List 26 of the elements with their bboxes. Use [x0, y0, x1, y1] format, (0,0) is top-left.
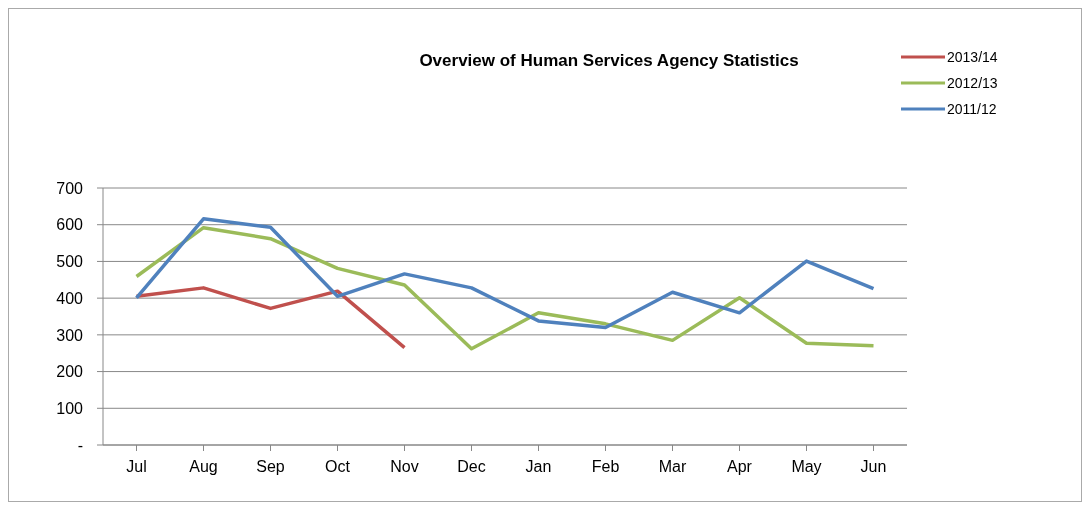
x-tick-label: Jun — [860, 458, 887, 476]
x-tick-label: Sep — [256, 458, 285, 476]
legend-label: 2013/14 — [947, 49, 998, 65]
x-tick-label: Oct — [325, 458, 351, 476]
x-tick-label: Aug — [189, 458, 218, 476]
legend-label: 2011/12 — [947, 101, 997, 117]
x-tick-label: Apr — [727, 458, 753, 476]
x-tick-label: May — [791, 458, 822, 476]
chart-title: Overview of Human Services Agency Statistics — [418, 51, 800, 71]
x-tick-label: Jan — [525, 458, 552, 476]
y-tick-label: 200 — [56, 363, 84, 381]
x-tick-label: Jul — [126, 458, 147, 476]
y-tick-label: - — [77, 436, 83, 454]
line-series — [134, 217, 876, 330]
x-tick-label: Mar — [658, 458, 687, 476]
x-tick-label: Feb — [591, 458, 620, 476]
y-tick-label: 300 — [56, 326, 84, 344]
line-series — [134, 225, 876, 351]
y-tick-label: 100 — [56, 399, 84, 417]
x-tick-label: Nov — [390, 458, 419, 476]
y-tick-label: 500 — [56, 253, 84, 271]
x-tick-label: Dec — [457, 458, 486, 476]
legend-label: 2012/13 — [947, 75, 998, 91]
y-tick-label: 400 — [56, 289, 84, 307]
y-tick-label: 600 — [56, 216, 84, 234]
y-tick-label: 700 — [56, 179, 84, 197]
